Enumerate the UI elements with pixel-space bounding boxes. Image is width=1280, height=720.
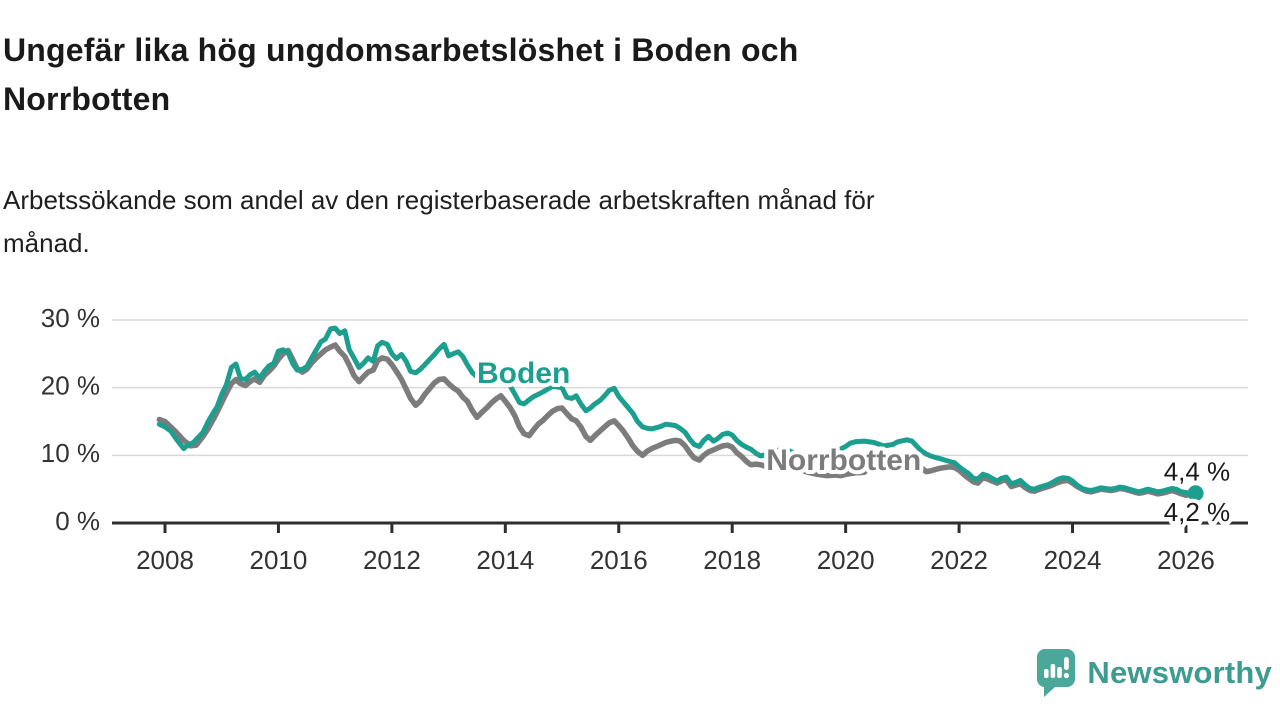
- series-label-norrbotten: Norrbotten: [766, 444, 921, 477]
- newsworthy-logo-icon: [1037, 649, 1076, 697]
- branding-footer: Newsworthy: [1036, 648, 1272, 698]
- logo-bubble: [1037, 649, 1076, 697]
- brand-wordmark: Newsworthy: [1087, 655, 1272, 690]
- page-title: Ungefär lika hög ungdomsarbetslöshet i B…: [3, 26, 798, 124]
- series-line-boden: [156, 325, 1199, 497]
- x-tick-label: 2020: [817, 545, 875, 575]
- logo-bar-1: [1044, 669, 1049, 678]
- chart-subtitle-line-1: Arbetssökande som andel av den registerb…: [3, 185, 875, 215]
- x-tick-label: 2022: [930, 545, 988, 575]
- logo-bar-3: [1057, 667, 1063, 678]
- page-title-line-2: Norrbotten: [3, 81, 171, 117]
- x-tick-label: 2012: [363, 545, 421, 575]
- logo-exclamation-dot: [1064, 672, 1070, 679]
- x-tick-label: 2016: [590, 545, 648, 575]
- y-tick-label: 10 %: [41, 438, 100, 468]
- x-tick-label: 2010: [250, 545, 308, 575]
- x-tick-label: 2026: [1157, 545, 1215, 575]
- series-line-norrbotten: [156, 342, 1194, 499]
- end-value-label-norrbotten: 4,2 %: [1164, 497, 1231, 527]
- chart-subtitle-line-2: månad.: [3, 228, 90, 258]
- logo-exclamation-stem: [1064, 657, 1070, 670]
- y-tick-label: 20 %: [41, 371, 100, 401]
- series-end-dot-boden: [1187, 485, 1204, 502]
- x-tick-label: 2024: [1044, 545, 1102, 575]
- y-tick-label: 30 %: [41, 303, 100, 333]
- end-value-label-boden: 4,4 %: [1164, 456, 1231, 486]
- x-tick-label: 2014: [476, 545, 534, 575]
- logo-bar-2: [1050, 664, 1056, 678]
- page-title-line-1: Ungefär lika hög ungdomsarbetslöshet i B…: [3, 32, 799, 68]
- chart-subtitle: Arbetssökande som andel av den registerb…: [3, 179, 875, 265]
- series-label-boden: Boden: [477, 357, 570, 390]
- x-tick-label: 2018: [703, 545, 761, 575]
- x-tick-label: 2008: [136, 545, 194, 575]
- y-tick-label: 0 %: [55, 506, 100, 536]
